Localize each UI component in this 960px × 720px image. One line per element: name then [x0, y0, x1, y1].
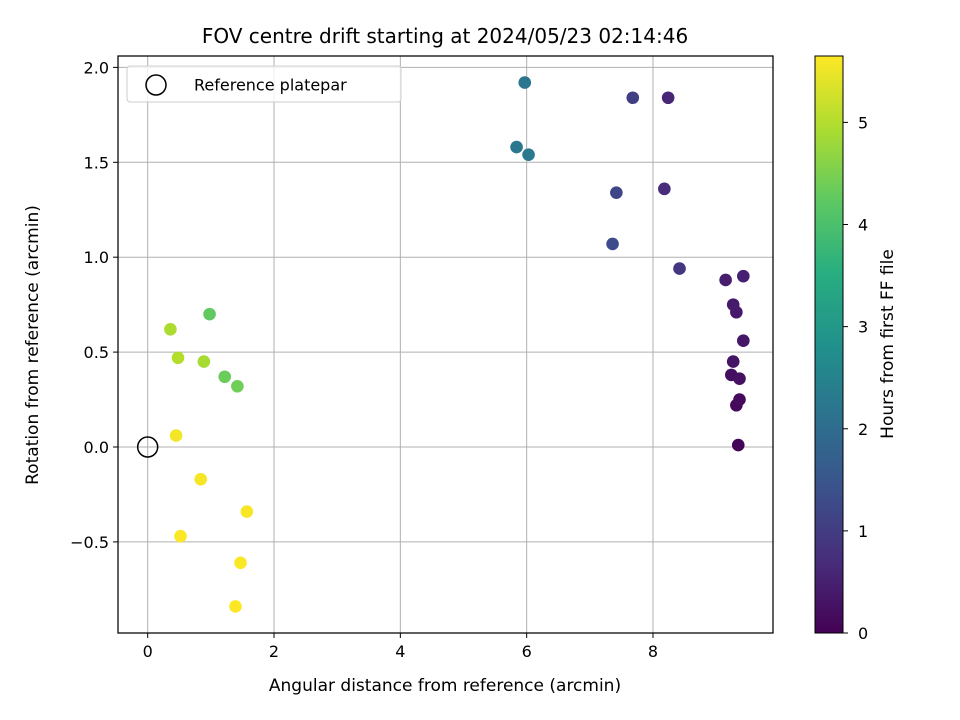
colorbar-tick-label: 0 — [858, 624, 868, 643]
data-points — [164, 76, 750, 613]
data-point — [518, 76, 532, 89]
data-point — [197, 355, 211, 368]
data-point — [606, 237, 619, 251]
data-point — [719, 273, 732, 287]
data-point — [661, 91, 675, 105]
data-point — [658, 182, 671, 196]
x-axis-ticks: 0 2 4 6 8 — [143, 633, 658, 661]
data-point — [164, 323, 177, 336]
data-point — [240, 505, 254, 518]
data-point — [737, 334, 750, 348]
x-tick-label: 6 — [522, 642, 532, 661]
data-point — [610, 186, 623, 199]
data-point — [733, 372, 746, 385]
colorbar-ticks: 0 1 2 3 4 5 — [843, 113, 868, 643]
x-tick-label: 2 — [269, 642, 279, 661]
x-axis-label: Angular distance from reference (arcmin) — [269, 676, 621, 696]
data-point — [234, 556, 247, 570]
data-point — [169, 429, 183, 442]
data-point — [733, 393, 746, 406]
data-point — [626, 91, 640, 105]
y-tick-label: 0.5 — [84, 343, 109, 362]
colorbar — [814, 55, 844, 634]
colorbar-tick-label: 2 — [858, 420, 868, 439]
x-tick-label: 4 — [395, 642, 405, 661]
legend-entry-reference-platepar: Reference platepar — [194, 76, 347, 95]
x-tick-label: 8 — [648, 642, 658, 661]
colorbar-tick-label: 1 — [858, 522, 868, 541]
data-point — [229, 600, 242, 613]
data-point — [737, 269, 750, 283]
colorbar-tick-label: 4 — [858, 216, 868, 235]
grid — [118, 56, 773, 633]
y-axis-label: Rotation from reference (arcmin) — [23, 205, 43, 485]
data-point — [231, 379, 244, 393]
data-point — [171, 351, 185, 365]
colorbar-label: Hours from first FF file — [878, 249, 898, 439]
data-point — [174, 529, 187, 543]
data-point — [510, 140, 523, 154]
y-tick-label: 0.0 — [84, 438, 109, 457]
y-tick-label: −0.5 — [70, 533, 109, 552]
data-point — [218, 370, 232, 384]
data-point — [673, 262, 686, 275]
chart-title: FOV centre drift starting at 2024/05/23 … — [202, 24, 688, 48]
colorbar-tick-label: 3 — [858, 318, 868, 337]
data-point — [522, 148, 535, 161]
y-tick-label: 2.0 — [84, 58, 109, 77]
data-point — [726, 298, 740, 311]
x-tick-label: 0 — [143, 642, 153, 661]
data-point — [203, 307, 216, 321]
y-tick-label: 1.5 — [84, 153, 109, 172]
data-point — [726, 355, 740, 368]
reference-platepar-marker — [136, 436, 159, 458]
legend-marker — [145, 74, 167, 96]
plot-frame — [117, 55, 774, 634]
colorbar-tick-label: 5 — [858, 113, 868, 132]
y-tick-label: 1.0 — [84, 248, 109, 267]
data-point — [731, 438, 745, 452]
y-axis-ticks: −0.5 0.0 0.5 1.0 1.5 2.0 — [70, 58, 118, 552]
data-point — [194, 472, 208, 486]
legend: Reference platepar — [126, 65, 402, 103]
